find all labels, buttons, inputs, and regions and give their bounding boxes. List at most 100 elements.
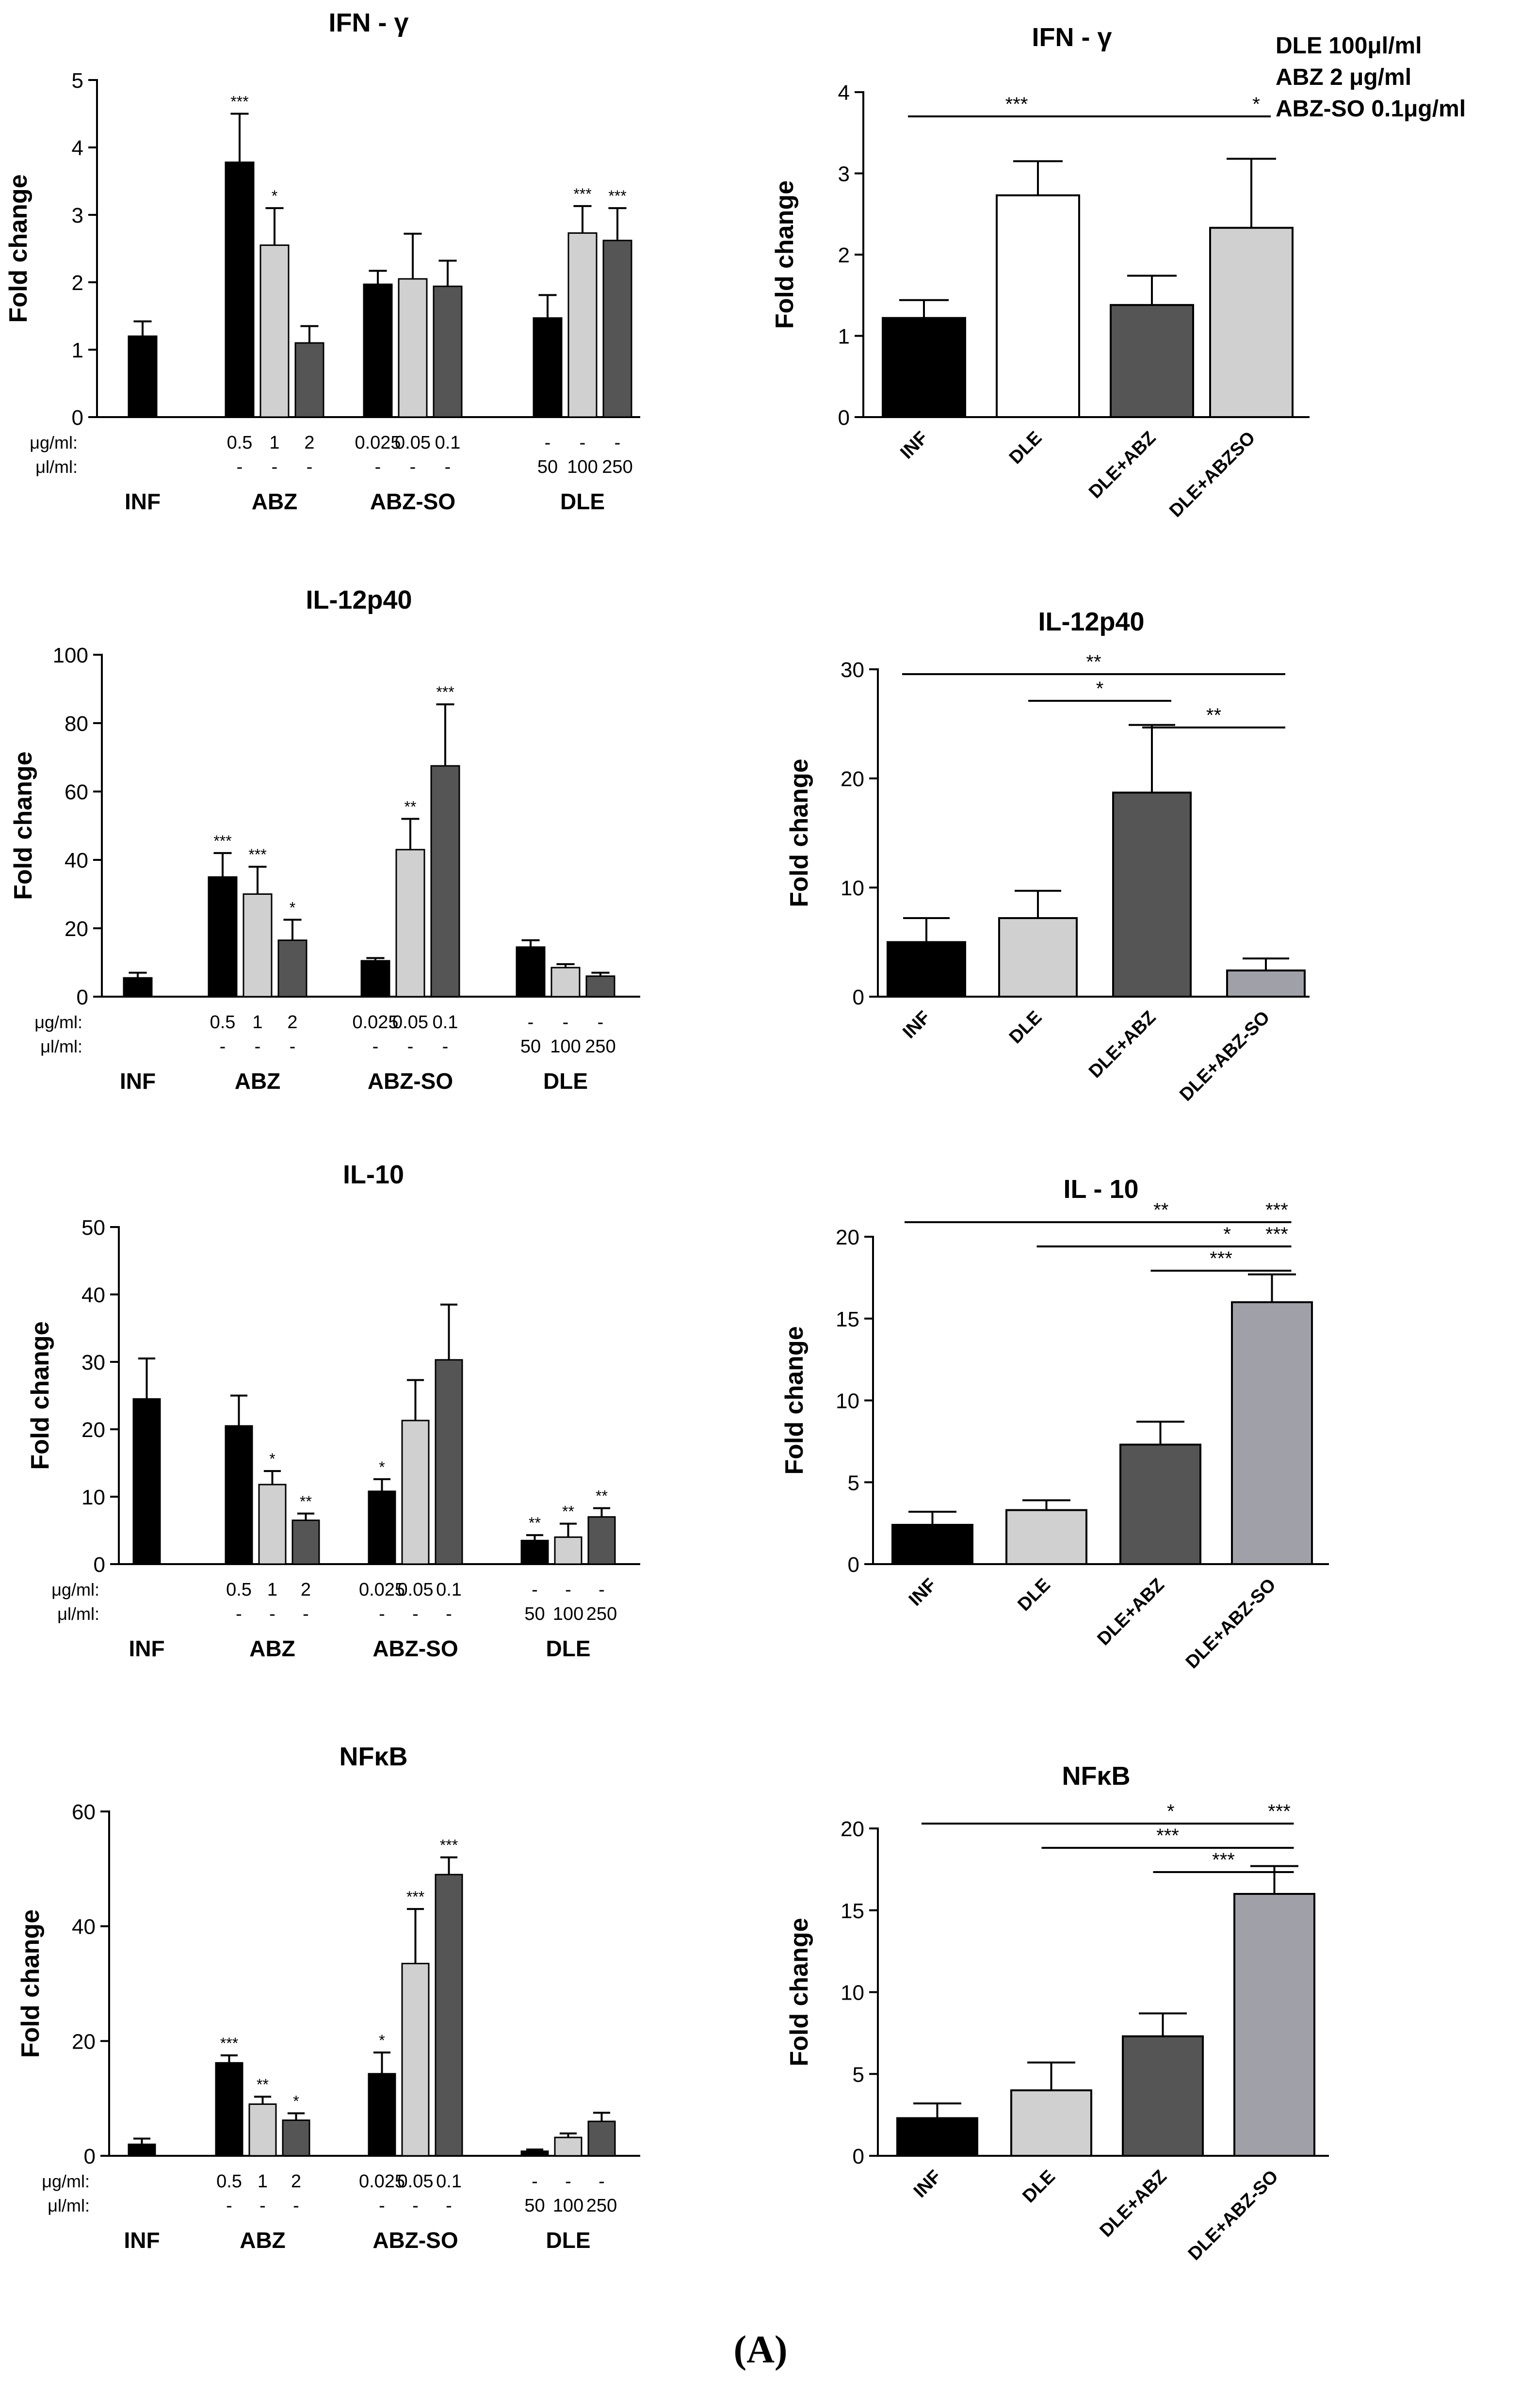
- significance-label: *: [1096, 678, 1104, 699]
- y-tick-label: 80: [65, 712, 88, 736]
- bar: [1122, 2035, 1204, 2157]
- chart-title: IL-10: [343, 1160, 404, 1189]
- dose-ug-label: 0.025: [359, 1580, 405, 1600]
- y-tick-label: 0: [853, 2145, 864, 2168]
- dose-ug-label: 0.1: [436, 2171, 462, 2192]
- significance-label: **: [257, 2076, 269, 2093]
- dose-ug-label: 1: [258, 2171, 268, 2192]
- category-label: DLE+ABZ: [1085, 1007, 1160, 1082]
- y-axis-label: Fold change: [771, 180, 799, 329]
- y-tick-label: 2: [838, 243, 850, 267]
- significance-label: *: [379, 2032, 385, 2049]
- group-label: ABZ-SO: [372, 2228, 458, 2253]
- category-label: DLE+ABZ-SO: [1182, 1575, 1280, 1673]
- bar: [225, 1425, 253, 1565]
- chart-title: IFN - γ: [328, 8, 408, 37]
- chart-il10-right: IL - 10 0 5 10 15 20 Fold change INF DLE DLE+ABZ D…: [780, 1175, 1329, 1673]
- dose-ug-label: 0.5: [226, 1580, 252, 1600]
- y-axis-label: Fold change: [780, 1326, 809, 1474]
- chart-title: NFκB: [1062, 1762, 1130, 1791]
- bar: [435, 1874, 463, 2157]
- y-tick-label: 40: [81, 1283, 105, 1307]
- group-label: DLE: [546, 1636, 591, 1661]
- bar: [520, 1539, 549, 1565]
- param-label-ul: μl/ml:: [57, 1604, 99, 1624]
- significance-label: **: [300, 1493, 312, 1510]
- dose-ug-label: -: [545, 433, 551, 453]
- dose-ug-label: -: [528, 1012, 534, 1033]
- y-tick-label: 15: [841, 1899, 864, 1923]
- bar: [401, 1420, 430, 1565]
- dose-ul-label: -: [226, 2196, 232, 2216]
- y-tick-label: 5: [853, 2063, 864, 2086]
- bar: [1233, 1893, 1315, 2157]
- category-label: DLE+ABZ: [1094, 1575, 1168, 1649]
- bar: [1005, 1509, 1087, 1565]
- y-axis-label: Fold change: [16, 1909, 45, 2058]
- significance-label: *: [1252, 94, 1260, 115]
- dose-ug-label: -: [598, 1012, 604, 1033]
- dose-ul-label: -: [303, 1604, 309, 1624]
- bar: [128, 335, 158, 418]
- dose-ul-label: 250: [586, 1604, 617, 1624]
- category-label: INF: [910, 2166, 945, 2202]
- dose-ug-label: -: [615, 433, 621, 453]
- chart-title: IL - 10: [1063, 1175, 1138, 1204]
- chart-title: IL-12p40: [306, 585, 412, 614]
- category-label: INF: [896, 428, 932, 463]
- significance-label: ***: [1265, 1224, 1288, 1245]
- y-tick-label: 40: [72, 1915, 96, 1939]
- y-tick-label: 60: [72, 1800, 96, 1824]
- significance-label: **: [562, 1503, 574, 1520]
- dose-ug-label: 2: [301, 1580, 311, 1600]
- y-tick-label: 2: [72, 271, 83, 295]
- significance-label: ***: [1265, 1199, 1288, 1221]
- dose-ug-label: -: [563, 1012, 569, 1033]
- chart-il12-right: IL-12p40 0 10 20 30 Fold change INF DLE DLE+ABZ D…: [785, 607, 1310, 1105]
- dose-ul-label: 50: [524, 1604, 545, 1624]
- y-tick-label: 0: [838, 406, 850, 430]
- significance-label: ***: [220, 2035, 238, 2052]
- y-tick-label: 50: [81, 1216, 105, 1240]
- bar: [248, 2103, 277, 2157]
- param-label-ug: μg/ml:: [51, 1580, 99, 1600]
- significance-label: ***: [1005, 94, 1028, 115]
- significance-label: ***: [1156, 1825, 1179, 1846]
- y-axis-label: Fold change: [785, 759, 813, 907]
- y-tick-label: 20: [72, 2030, 96, 2053]
- bar: [998, 917, 1078, 998]
- dose-ul-label: 50: [524, 2196, 545, 2216]
- dose-ul-label: -: [379, 1604, 385, 1624]
- y-tick-label: 15: [836, 1308, 859, 1331]
- chart-title: NFκB: [339, 1742, 407, 1771]
- y-tick-label: 0: [94, 1553, 105, 1577]
- group-label: ABZ: [249, 1636, 295, 1661]
- bar: [550, 967, 581, 998]
- category-label: DLE+ABZ-SO: [1176, 1007, 1274, 1105]
- bar: [587, 2120, 616, 2157]
- dose-ul-label: -: [446, 2196, 452, 2216]
- significance-label: *: [269, 1450, 275, 1468]
- dose-ug-label: 0.05: [398, 1580, 434, 1600]
- bar: [585, 975, 615, 998]
- bar: [1112, 792, 1192, 998]
- bar: [258, 1484, 287, 1565]
- y-tick-label: 4: [72, 136, 83, 160]
- dose-ug-label: -: [599, 1580, 605, 1600]
- bar: [435, 1359, 463, 1565]
- y-tick-label: 0: [853, 986, 864, 1009]
- bar: [1119, 1443, 1201, 1565]
- bar: [123, 977, 153, 998]
- dose-ug-label: 0.05: [392, 1012, 428, 1033]
- category-label: DLE: [1005, 428, 1046, 468]
- group-label: INF: [124, 2228, 160, 2253]
- significance-label: **: [1206, 705, 1221, 726]
- bar: [587, 1516, 616, 1565]
- dose-ul-label: -: [379, 2196, 385, 2216]
- param-label-ul: μl/ml:: [48, 2196, 90, 2215]
- significance-label: ***: [230, 93, 248, 111]
- dose-ul-label: -: [290, 1036, 296, 1057]
- significance-label: *: [293, 2092, 299, 2110]
- bar: [567, 232, 598, 418]
